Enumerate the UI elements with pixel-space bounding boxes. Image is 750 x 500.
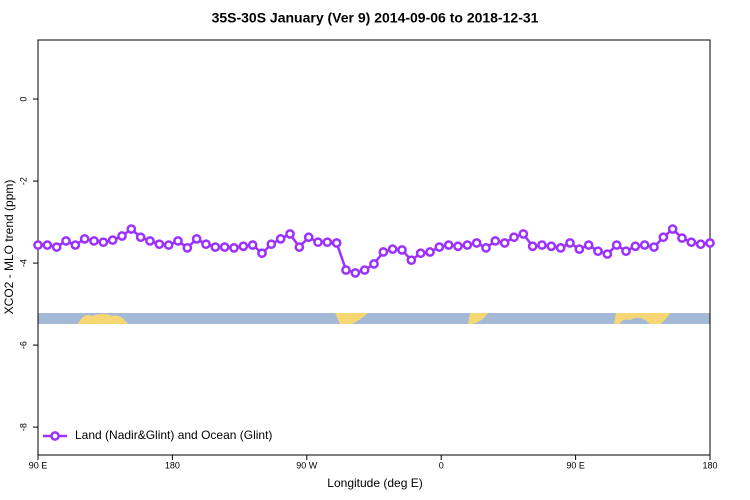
data-point [182, 243, 193, 253]
data-point [257, 248, 267, 259]
data-point [443, 240, 454, 250]
data-point [658, 232, 669, 243]
data-point [191, 234, 202, 244]
data-point [107, 235, 118, 245]
y-tick-label: -6 [18, 341, 28, 349]
x-tick-label: 90 E [29, 460, 48, 470]
data-point [285, 229, 295, 239]
data-point [294, 242, 305, 252]
data-point [602, 249, 613, 259]
data-point [89, 236, 99, 246]
data-point [481, 243, 491, 253]
data-point [322, 237, 333, 248]
data-point [621, 246, 631, 257]
data-point [593, 246, 603, 257]
data-point [397, 245, 407, 255]
data-point [51, 242, 62, 252]
data-point [247, 240, 258, 250]
x-tick-label: 0 [439, 460, 444, 470]
data-point [667, 224, 678, 234]
data-point [70, 240, 81, 250]
chart-title: 35S-30S January (Ver 9) 2014-09-06 to 20… [212, 10, 539, 26]
data-point [639, 240, 650, 250]
data-point [583, 240, 594, 250]
data-point [210, 242, 221, 252]
data-point [238, 241, 249, 252]
data-point [509, 232, 519, 243]
data-point [98, 237, 109, 248]
data-point [471, 238, 482, 248]
data-point [546, 241, 557, 252]
x-tick-label: 180 [702, 460, 717, 470]
data-point [145, 236, 155, 246]
data-point [331, 238, 342, 248]
data-point [518, 229, 529, 239]
data-point [425, 247, 435, 257]
data-point [434, 242, 445, 252]
data-point [630, 241, 641, 252]
data-point [201, 239, 211, 250]
data-point [499, 238, 510, 248]
data-point [705, 238, 715, 248]
data-point [33, 240, 43, 250]
y-axis-label: XCO2 - MLO trend (ppm) [2, 180, 16, 315]
data-point [359, 265, 370, 275]
data-point [527, 241, 538, 252]
data-point [61, 236, 71, 246]
data-point [369, 259, 379, 269]
data-point [406, 255, 417, 266]
map-strip [38, 313, 710, 324]
data-point [677, 233, 687, 243]
x-tick-label: 90 E [566, 460, 585, 470]
data-point [79, 234, 90, 244]
plot-frame [37, 39, 711, 456]
data-point [117, 231, 127, 241]
data-point [266, 239, 277, 250]
data-point [219, 242, 230, 252]
y-tick-label: -2 [18, 177, 28, 185]
data-point [42, 240, 53, 250]
data-point [490, 236, 501, 246]
data-point [313, 237, 323, 248]
data-point [387, 244, 398, 254]
data-point [537, 240, 547, 250]
data-point [574, 244, 585, 254]
data-point [686, 237, 697, 248]
y-tick-label: -8 [18, 423, 28, 431]
data-point [415, 248, 426, 259]
data-point [453, 241, 463, 252]
data-point [303, 232, 314, 243]
legend-label: Land (Nadir&Glint) and Ocean (Glint) [75, 428, 272, 442]
data-point [173, 236, 183, 246]
data-point [275, 234, 286, 244]
data-point [462, 240, 473, 250]
data-point [229, 243, 239, 253]
x-tick-label: 180 [165, 460, 180, 470]
data-point [126, 224, 137, 234]
data-point [378, 247, 389, 257]
legend-marker [50, 431, 60, 441]
x-tick-label: 90 W [296, 460, 318, 470]
x-axis-label: Longitude (deg E) [327, 476, 422, 490]
data-point [611, 240, 622, 250]
data-point [341, 265, 351, 275]
y-tick-label: -4 [18, 259, 28, 267]
data-point [695, 239, 706, 250]
data-point [565, 238, 575, 248]
data-point [555, 243, 566, 253]
data-point [135, 232, 146, 243]
data-point [154, 239, 165, 250]
data-point [649, 242, 659, 252]
data-point [350, 268, 361, 278]
y-tick-label: 0 [18, 97, 28, 102]
data-point [163, 240, 174, 250]
